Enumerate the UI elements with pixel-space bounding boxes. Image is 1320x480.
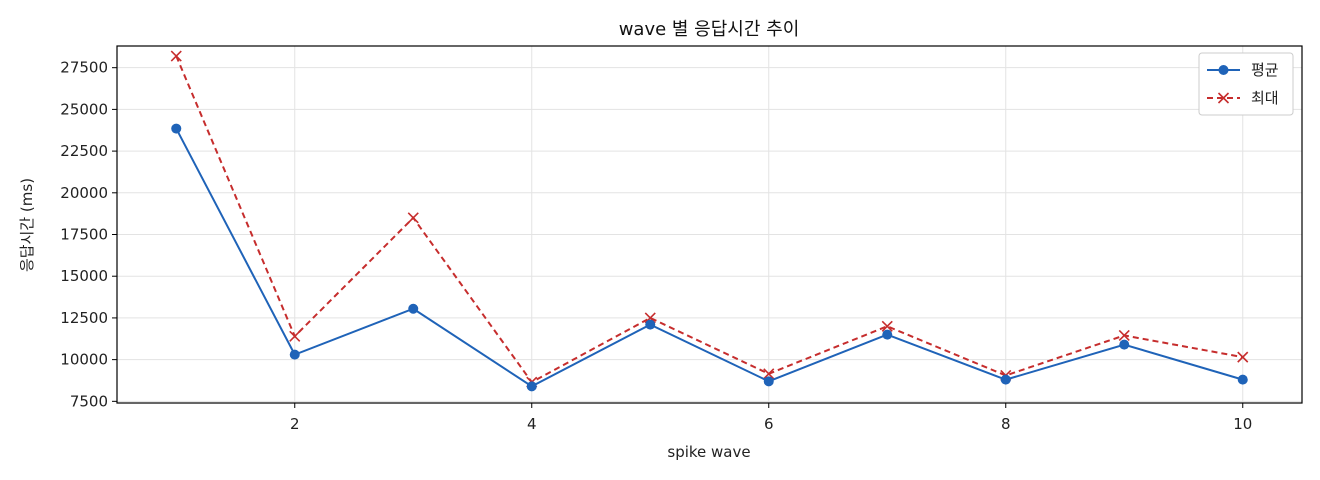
legend-marker-avg: [1218, 65, 1229, 75]
x-tick-label: 6: [764, 415, 774, 433]
series-line-avg: [175, 128, 1244, 388]
data-point-max: [407, 212, 419, 224]
data-point-max: [1118, 329, 1130, 342]
x-marker-stroke: [1217, 92, 1230, 104]
x-tick-label: 10: [1233, 415, 1252, 433]
data-point-max: [1237, 351, 1249, 363]
y-tick-label: 17500: [60, 226, 108, 244]
y-tick-label: 7500: [70, 392, 108, 410]
legend-label-max: 최대: [1251, 89, 1279, 107]
legend-box: [1198, 52, 1294, 116]
data-point-avg: [408, 303, 419, 314]
x-marker-stroke: [881, 320, 893, 332]
data-point-max: [763, 368, 775, 380]
legend-x-marker: [1217, 92, 1230, 104]
x-marker-stroke: [170, 50, 182, 62]
series-line-max: [175, 55, 1243, 384]
legend-marker-max: [1217, 92, 1230, 104]
legend: 평균 최대: [1198, 52, 1294, 116]
legend-label-avg: 평균: [1251, 61, 1279, 79]
data-point-max: [881, 320, 893, 332]
data-point-avg: [882, 329, 893, 340]
y-tick-label: 27500: [60, 59, 108, 77]
y-tick-label: 22500: [60, 142, 108, 160]
y-tick-label: 12500: [60, 309, 108, 327]
data-point-max: [170, 50, 182, 62]
data-point-avg: [171, 123, 182, 134]
x-marker-stroke: [289, 330, 301, 342]
y-axis-ticks: 7500 10000 12500 15000 17500 20000 22500 25000 2…: [60, 59, 117, 410]
x-axis-title: spike wave: [667, 443, 750, 461]
data-point-avg: [645, 319, 656, 330]
data-point-avg: [289, 349, 300, 360]
y-axis-title: 응답시간 (ms): [18, 178, 36, 272]
plot-frame: [116, 45, 1303, 404]
series-layer: [170, 50, 1249, 392]
data-point-avg: [763, 376, 774, 387]
x-marker-stroke: [1118, 329, 1130, 342]
x-tick-label: 2: [290, 415, 300, 433]
y-tick-label: 25000: [60, 100, 108, 118]
x-axis-ticks: 2 4 6 8 10: [290, 403, 1252, 433]
x-marker-stroke: [763, 368, 775, 380]
x-marker-stroke: [407, 212, 419, 224]
y-tick-label: 20000: [60, 184, 108, 202]
x-tick-label: 8: [1001, 415, 1011, 433]
data-point-avg: [1000, 374, 1011, 385]
x-marker-stroke: [1237, 351, 1249, 363]
y-tick-label: 10000: [60, 351, 108, 369]
chart-title: wave 별 응답시간 추이: [619, 19, 800, 40]
data-point-max: [289, 330, 301, 342]
data-point-avg: [526, 381, 537, 392]
x-tick-label: 4: [527, 415, 537, 433]
data-point-avg: [1237, 374, 1248, 385]
y-tick-label: 15000: [60, 267, 108, 285]
data-point-avg: [1119, 339, 1130, 350]
